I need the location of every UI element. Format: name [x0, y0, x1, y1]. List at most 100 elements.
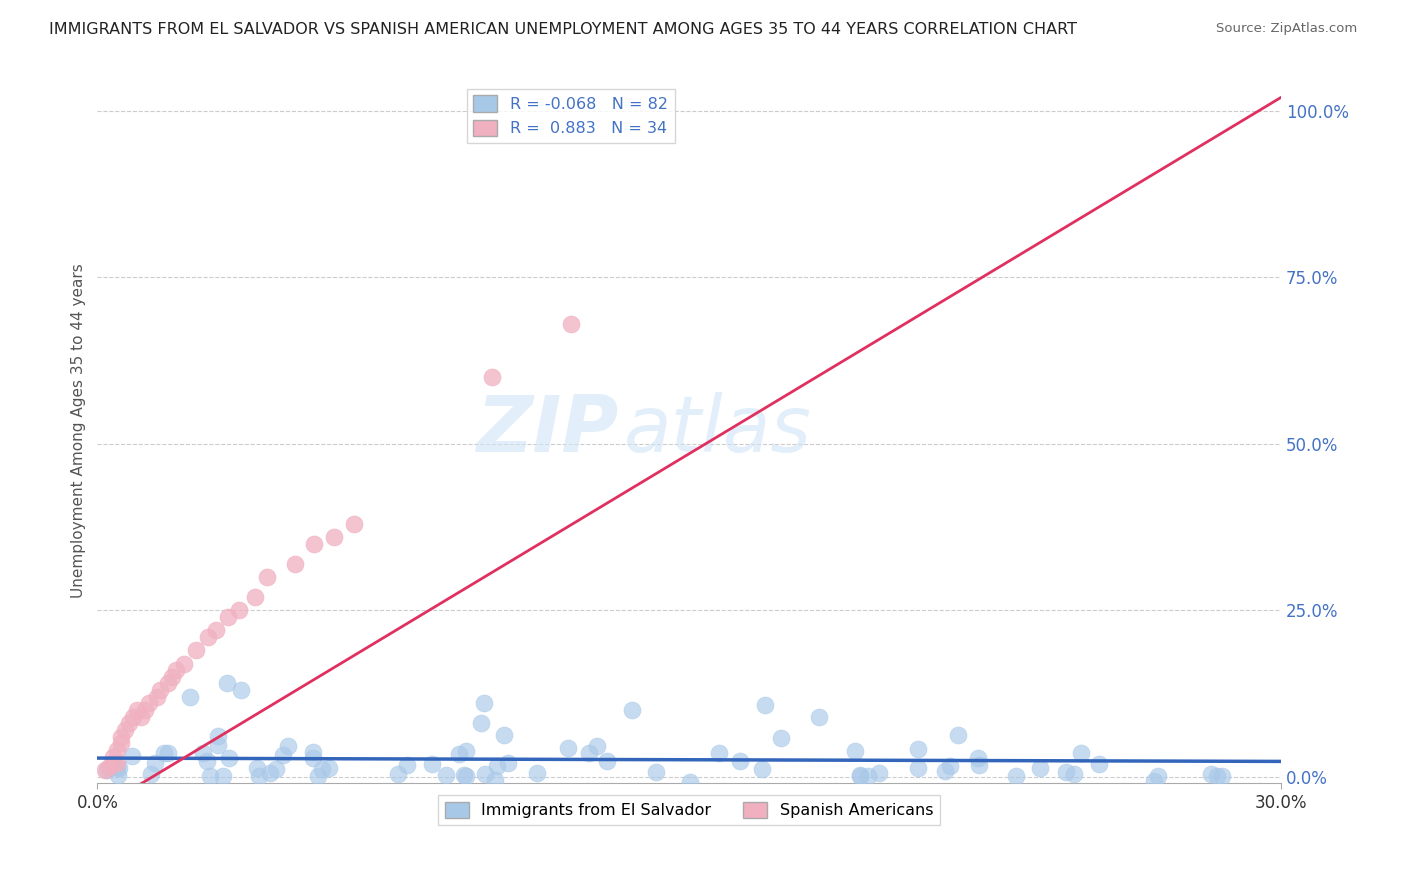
Point — [707, 746, 730, 760]
Point — [1054, 764, 1077, 779]
Point — [934, 764, 956, 778]
Point — [939, 759, 962, 773]
Point — [395, 758, 418, 772]
Point — [728, 754, 751, 768]
Point — [560, 317, 582, 331]
Point — [98, 760, 121, 774]
Point — [456, 744, 478, 758]
Point — [311, 762, 333, 776]
Point — [157, 747, 180, 761]
Text: atlas: atlas — [624, 392, 811, 468]
Point — [162, 670, 184, 684]
Point — [207, 738, 229, 752]
Point — [207, 729, 229, 743]
Point — [474, 766, 496, 780]
Point — [125, 703, 148, 717]
Point — [229, 683, 252, 698]
Point — [215, 676, 238, 690]
Point — [420, 757, 443, 772]
Point — [138, 697, 160, 711]
Point — [110, 736, 132, 750]
Point — [134, 703, 156, 717]
Point — [228, 603, 250, 617]
Point — [1146, 769, 1168, 783]
Point — [470, 715, 492, 730]
Point — [967, 758, 990, 772]
Point — [586, 739, 609, 753]
Point — [145, 690, 167, 704]
Legend: Immigrants from El Salvador, Spanish Americans: Immigrants from El Salvador, Spanish Ame… — [439, 796, 941, 825]
Point — [94, 763, 117, 777]
Point — [96, 764, 118, 778]
Text: Source: ZipAtlas.com: Source: ZipAtlas.com — [1216, 22, 1357, 36]
Point — [157, 676, 180, 690]
Point — [486, 758, 509, 772]
Point — [259, 766, 281, 780]
Point — [107, 768, 129, 782]
Point — [264, 762, 287, 776]
Point — [492, 728, 515, 742]
Point — [679, 775, 702, 789]
Point — [139, 767, 162, 781]
Point — [302, 751, 325, 765]
Point — [246, 761, 269, 775]
Point — [1206, 769, 1229, 783]
Point — [179, 690, 201, 704]
Point — [1028, 761, 1050, 775]
Point — [247, 769, 270, 783]
Point — [808, 710, 831, 724]
Point — [105, 743, 128, 757]
Point — [271, 747, 294, 762]
Point — [212, 769, 235, 783]
Point — [967, 751, 990, 765]
Point — [121, 710, 143, 724]
Point — [1211, 769, 1233, 783]
Point — [387, 767, 409, 781]
Point — [114, 723, 136, 738]
Point — [498, 756, 520, 770]
Point — [105, 760, 128, 774]
Point — [1070, 746, 1092, 760]
Point — [204, 624, 226, 638]
Point — [453, 768, 475, 782]
Point — [101, 749, 124, 764]
Point — [848, 767, 870, 781]
Point — [754, 698, 776, 712]
Point — [481, 370, 503, 384]
Point — [256, 570, 278, 584]
Point — [343, 516, 366, 531]
Point — [284, 557, 307, 571]
Point — [143, 756, 166, 771]
Point — [149, 683, 172, 698]
Point — [218, 750, 240, 764]
Point — [620, 703, 643, 717]
Point — [302, 744, 325, 758]
Point — [1143, 773, 1166, 788]
Point — [184, 643, 207, 657]
Point — [596, 754, 619, 768]
Y-axis label: Unemployment Among Ages 35 to 44 years: Unemployment Among Ages 35 to 44 years — [72, 263, 86, 598]
Point — [277, 739, 299, 754]
Point — [304, 536, 326, 550]
Point — [105, 756, 128, 771]
Point — [484, 773, 506, 788]
Point — [868, 765, 890, 780]
Point — [1063, 767, 1085, 781]
Point — [434, 767, 457, 781]
Point — [165, 663, 187, 677]
Point — [848, 769, 870, 783]
Point — [193, 747, 215, 761]
Point — [557, 741, 579, 756]
Point — [1088, 756, 1111, 771]
Point — [152, 746, 174, 760]
Point — [454, 769, 477, 783]
Point — [243, 590, 266, 604]
Point — [121, 748, 143, 763]
Point — [173, 657, 195, 671]
Point — [101, 756, 124, 771]
Text: ZIP: ZIP — [475, 392, 619, 468]
Point — [118, 716, 141, 731]
Point — [1005, 769, 1028, 783]
Point — [198, 769, 221, 783]
Point — [307, 769, 329, 783]
